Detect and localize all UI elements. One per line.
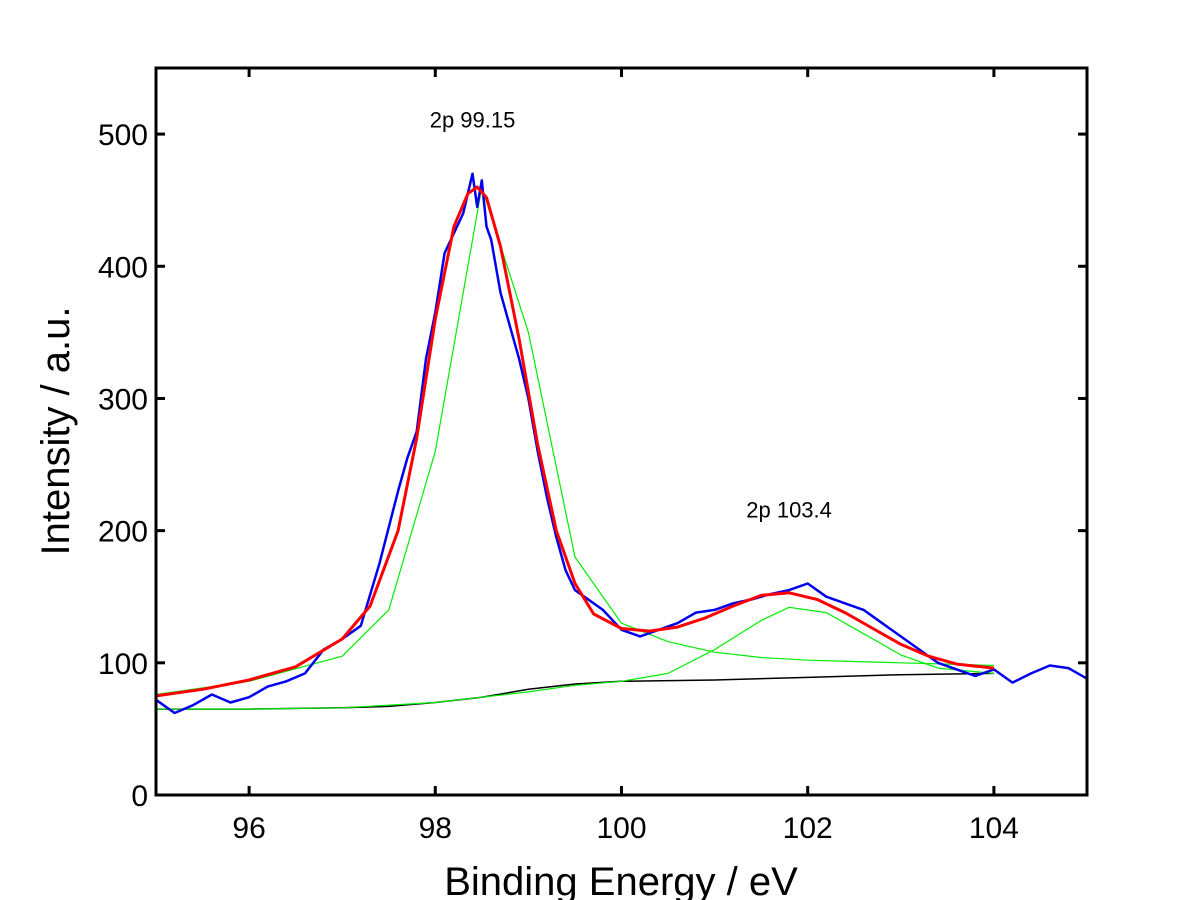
component-fit-line-1 bbox=[155, 186, 994, 696]
background-line bbox=[156, 672, 994, 710]
peak-annotations: 2p 99.15 2p 103.4 bbox=[430, 107, 832, 522]
axis-ticks bbox=[156, 68, 1087, 797]
y-tick-label: 200 bbox=[98, 516, 148, 549]
fit-envelope-line bbox=[155, 185, 995, 698]
component-fit-line-2 bbox=[156, 606, 994, 710]
x-tick-label: 100 bbox=[596, 812, 646, 845]
axis-tick-labels: 96 98 100 102 104 0 100 200 300 400 500 bbox=[98, 119, 1019, 845]
chart-curves bbox=[155, 172, 1088, 715]
y-tick-label: 0 bbox=[131, 780, 148, 813]
peak-annotation-1: 2p 99.15 bbox=[430, 107, 516, 132]
x-tick-label: 98 bbox=[419, 812, 452, 845]
peak-annotation-2: 2p 103.4 bbox=[746, 497, 832, 522]
x-axis-title: Binding Energy / eV bbox=[444, 860, 798, 900]
y-axis-title: Intensity / a.u. bbox=[34, 306, 78, 555]
y-tick-label: 300 bbox=[98, 383, 148, 416]
x-tick-label: 104 bbox=[969, 812, 1019, 845]
y-tick-label: 500 bbox=[98, 119, 148, 152]
x-tick-label: 102 bbox=[783, 812, 833, 845]
y-tick-label: 100 bbox=[98, 648, 148, 681]
x-tick-label: 96 bbox=[232, 812, 265, 845]
plot-frame bbox=[154, 66, 1089, 797]
y-tick-label: 400 bbox=[98, 251, 148, 284]
raw-data-line bbox=[155, 172, 1088, 715]
